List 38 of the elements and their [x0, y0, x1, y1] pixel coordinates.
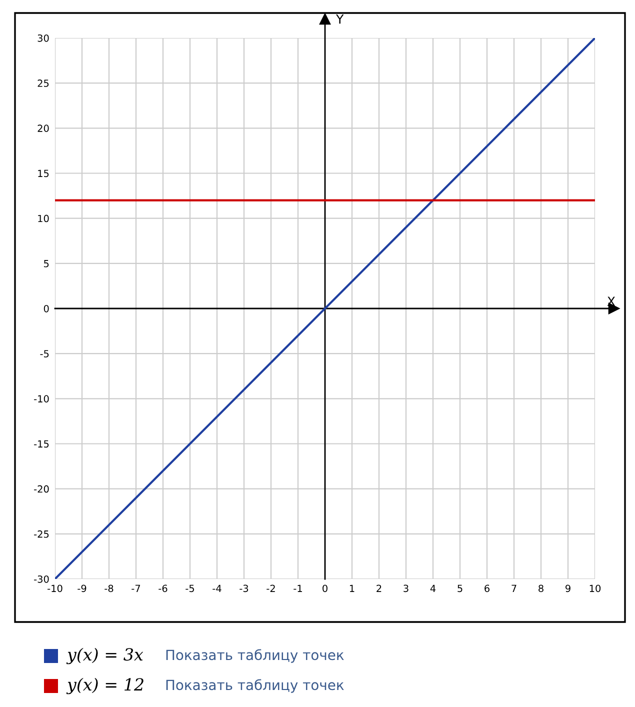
legend-label: y(x) = 12	[66, 678, 144, 694]
x-tick-label: -5	[186, 584, 194, 592]
y-tick-label: 30	[38, 34, 49, 42]
y-tick-label: 15	[38, 170, 49, 178]
y-axis-title: Y	[336, 14, 344, 24]
x-tick-label: -3	[240, 584, 248, 592]
y-tick-label: 25	[38, 80, 49, 87]
x-tick-label: 0	[322, 584, 328, 592]
x-tick-label: 4	[430, 584, 436, 592]
y-tick-label: -10	[34, 395, 49, 402]
x-tick-label: -2	[266, 584, 275, 592]
y-tick-label: 20	[38, 124, 49, 132]
y-tick-label: -30	[34, 575, 49, 583]
y-tick-label: -5	[40, 350, 49, 358]
y-tick-label: 0	[44, 304, 49, 312]
x-tick-label: 7	[512, 584, 516, 592]
x-tick-label: -4	[212, 584, 222, 592]
y-tick-label: -20	[34, 485, 49, 493]
text: Показать таблицу точек	[166, 679, 344, 693]
x-tick-label: -1	[294, 584, 302, 592]
y-tick-label: 10	[38, 214, 49, 222]
legend-label: y(x) = 3x	[66, 648, 144, 664]
x-tick-label: -8	[104, 584, 114, 592]
x-tick-label: 2	[376, 584, 382, 592]
x-tick-label: 9	[566, 584, 570, 592]
y-tick-label: -15	[34, 440, 49, 448]
x-tick-label: -6	[158, 584, 168, 592]
x-tick-label: 3	[404, 584, 408, 592]
x-tick-label: -7	[132, 584, 140, 592]
x-tick-label: 1	[350, 584, 354, 592]
y-tick-label: -25	[34, 530, 49, 538]
x-tick-label: 5	[458, 584, 462, 592]
x-tick-label: 10	[590, 584, 601, 592]
x-tick-label: 8	[538, 584, 544, 592]
x-tick-label: -9	[78, 584, 86, 592]
x-tick-label: 6	[484, 584, 490, 592]
y-tick-label: 5	[44, 260, 49, 268]
text: Показать таблицу точек	[166, 649, 344, 663]
